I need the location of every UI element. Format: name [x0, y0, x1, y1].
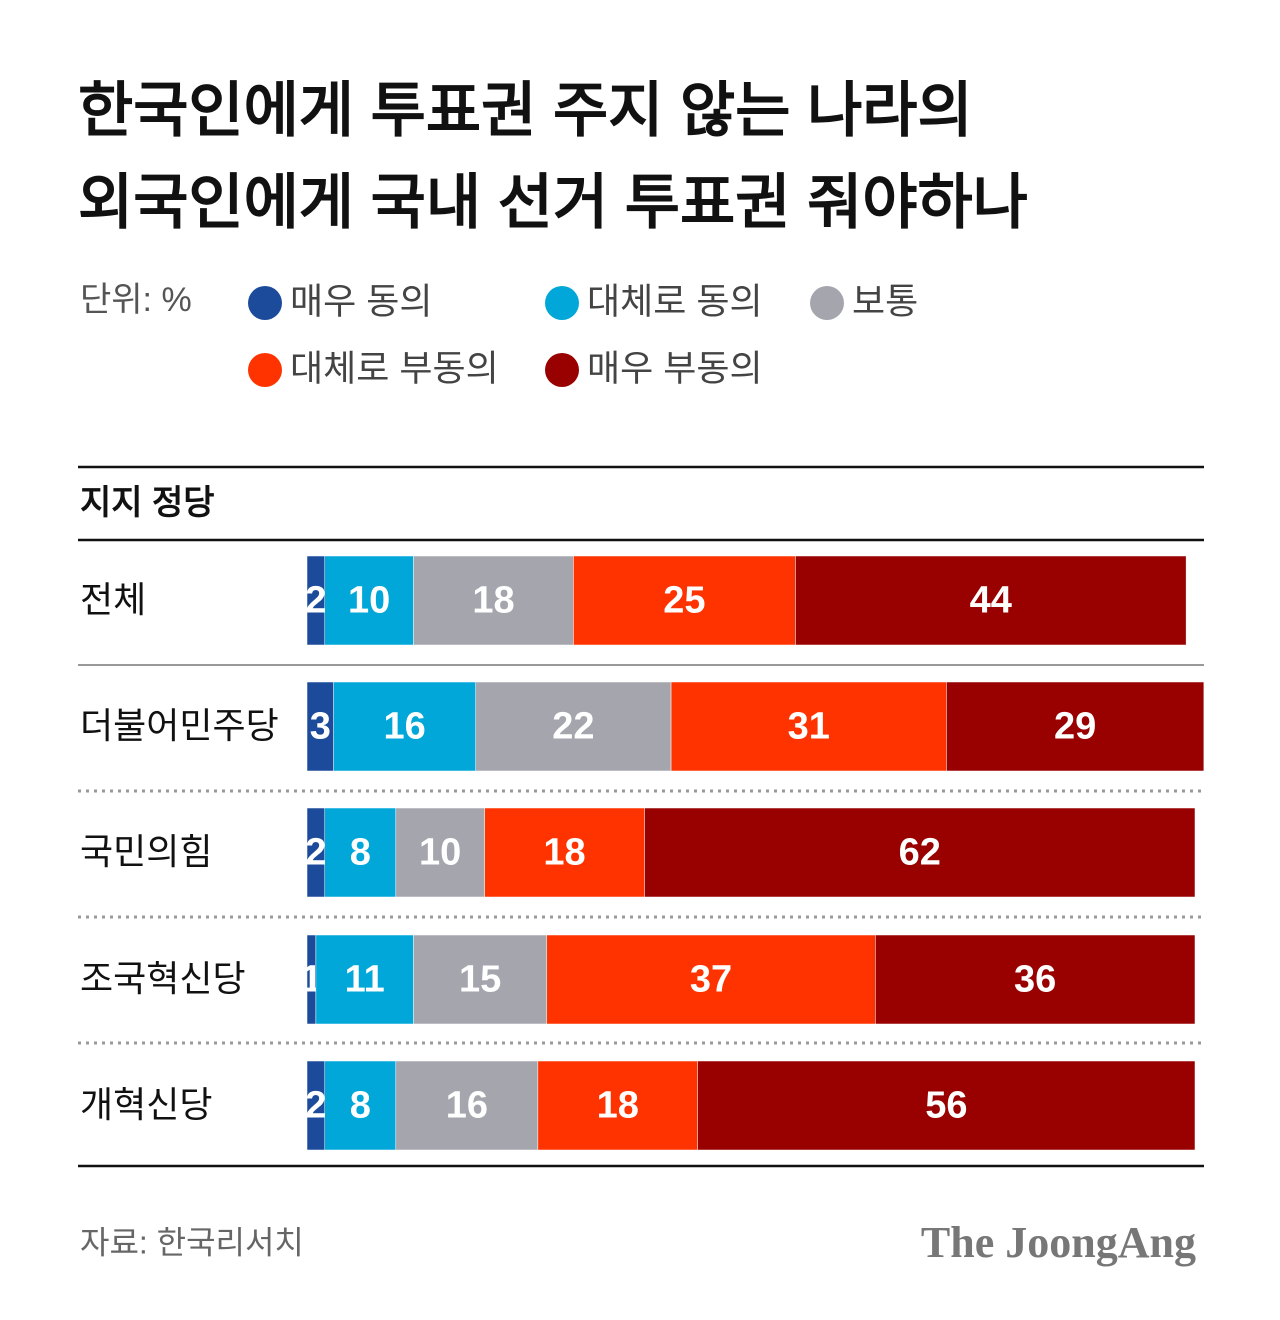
- category-label: 조국혁신당: [80, 958, 246, 999]
- value-label: 15: [459, 959, 501, 1001]
- chart-title: 외국인에게 국내 선거 투표권 줘야하나: [78, 169, 1028, 236]
- category-header: 지지 정당: [80, 484, 215, 522]
- legend-label: 매우 부동의: [587, 348, 763, 389]
- bar-segment: [670, 681, 947, 772]
- legend-marker: [810, 286, 844, 320]
- value-label: 10: [419, 832, 461, 874]
- bar-segment: [546, 934, 876, 1025]
- bar-segment: [697, 1060, 1196, 1151]
- bar-segment: [324, 1060, 397, 1151]
- value-label: 11: [345, 959, 385, 1001]
- value-label: 10: [348, 580, 390, 622]
- bar-segment: [644, 807, 1196, 898]
- category-label: 더불어민주당: [80, 705, 279, 746]
- bar-segment: [333, 681, 476, 772]
- value-label: 44: [970, 580, 1012, 622]
- legend-label: 보통: [852, 281, 918, 322]
- value-label: 8: [350, 832, 371, 874]
- value-label: 16: [384, 706, 426, 748]
- legend-marker: [545, 286, 579, 320]
- source: 자료: 한국리서치: [80, 1224, 304, 1260]
- value-label: 18: [472, 580, 514, 622]
- category-label: 국민의힘: [80, 831, 212, 872]
- value-label: 31: [788, 706, 830, 748]
- bar-segment: [946, 681, 1205, 772]
- value-label: 62: [899, 832, 941, 874]
- bar-segment: [795, 555, 1187, 646]
- category-label: 개혁신당: [80, 1084, 212, 1125]
- bar-segment: [324, 807, 397, 898]
- bar-segment: [315, 934, 414, 1025]
- bar-segment: [395, 807, 485, 898]
- value-label: 2: [305, 580, 326, 622]
- bar-segment: [413, 934, 548, 1025]
- legend-label: 대체로 부동의: [290, 348, 499, 389]
- value-label: 22: [552, 706, 594, 748]
- bar-segment: [537, 1060, 698, 1151]
- category-label: 전체: [80, 579, 146, 620]
- value-label: 2: [305, 832, 326, 874]
- value-label: 16: [446, 1085, 488, 1127]
- value-label: 18: [543, 832, 585, 874]
- bar-segment: [484, 807, 645, 898]
- legend-label: 매우 동의: [290, 281, 432, 322]
- bar-segment: [306, 681, 334, 772]
- chart-title: 한국인에게 투표권 주지 않는 나라의: [78, 77, 973, 144]
- bar-segment: [395, 1060, 539, 1151]
- value-label: 8: [350, 1085, 371, 1127]
- value-label: 18: [597, 1085, 639, 1127]
- value-label: 36: [1014, 959, 1056, 1001]
- bar-segment: [413, 555, 574, 646]
- value-label: 29: [1054, 706, 1096, 748]
- bar-segment: [475, 681, 672, 772]
- legend-marker: [248, 353, 282, 387]
- value-label: 56: [925, 1085, 967, 1127]
- brand-logo: The JoongAng: [921, 1218, 1196, 1267]
- bar-segment: [573, 555, 796, 646]
- value-label: 3: [310, 706, 331, 748]
- legend-label: 대체로 동의: [587, 281, 763, 322]
- value-label: 25: [663, 580, 705, 622]
- bar-segment: [324, 555, 414, 646]
- value-label: 2: [305, 1085, 326, 1127]
- legend-marker: [248, 286, 282, 320]
- bar-segment: [875, 934, 1196, 1025]
- unit-label: 단위: %: [80, 281, 192, 319]
- legend-marker: [545, 353, 579, 387]
- value-label: 37: [690, 959, 732, 1001]
